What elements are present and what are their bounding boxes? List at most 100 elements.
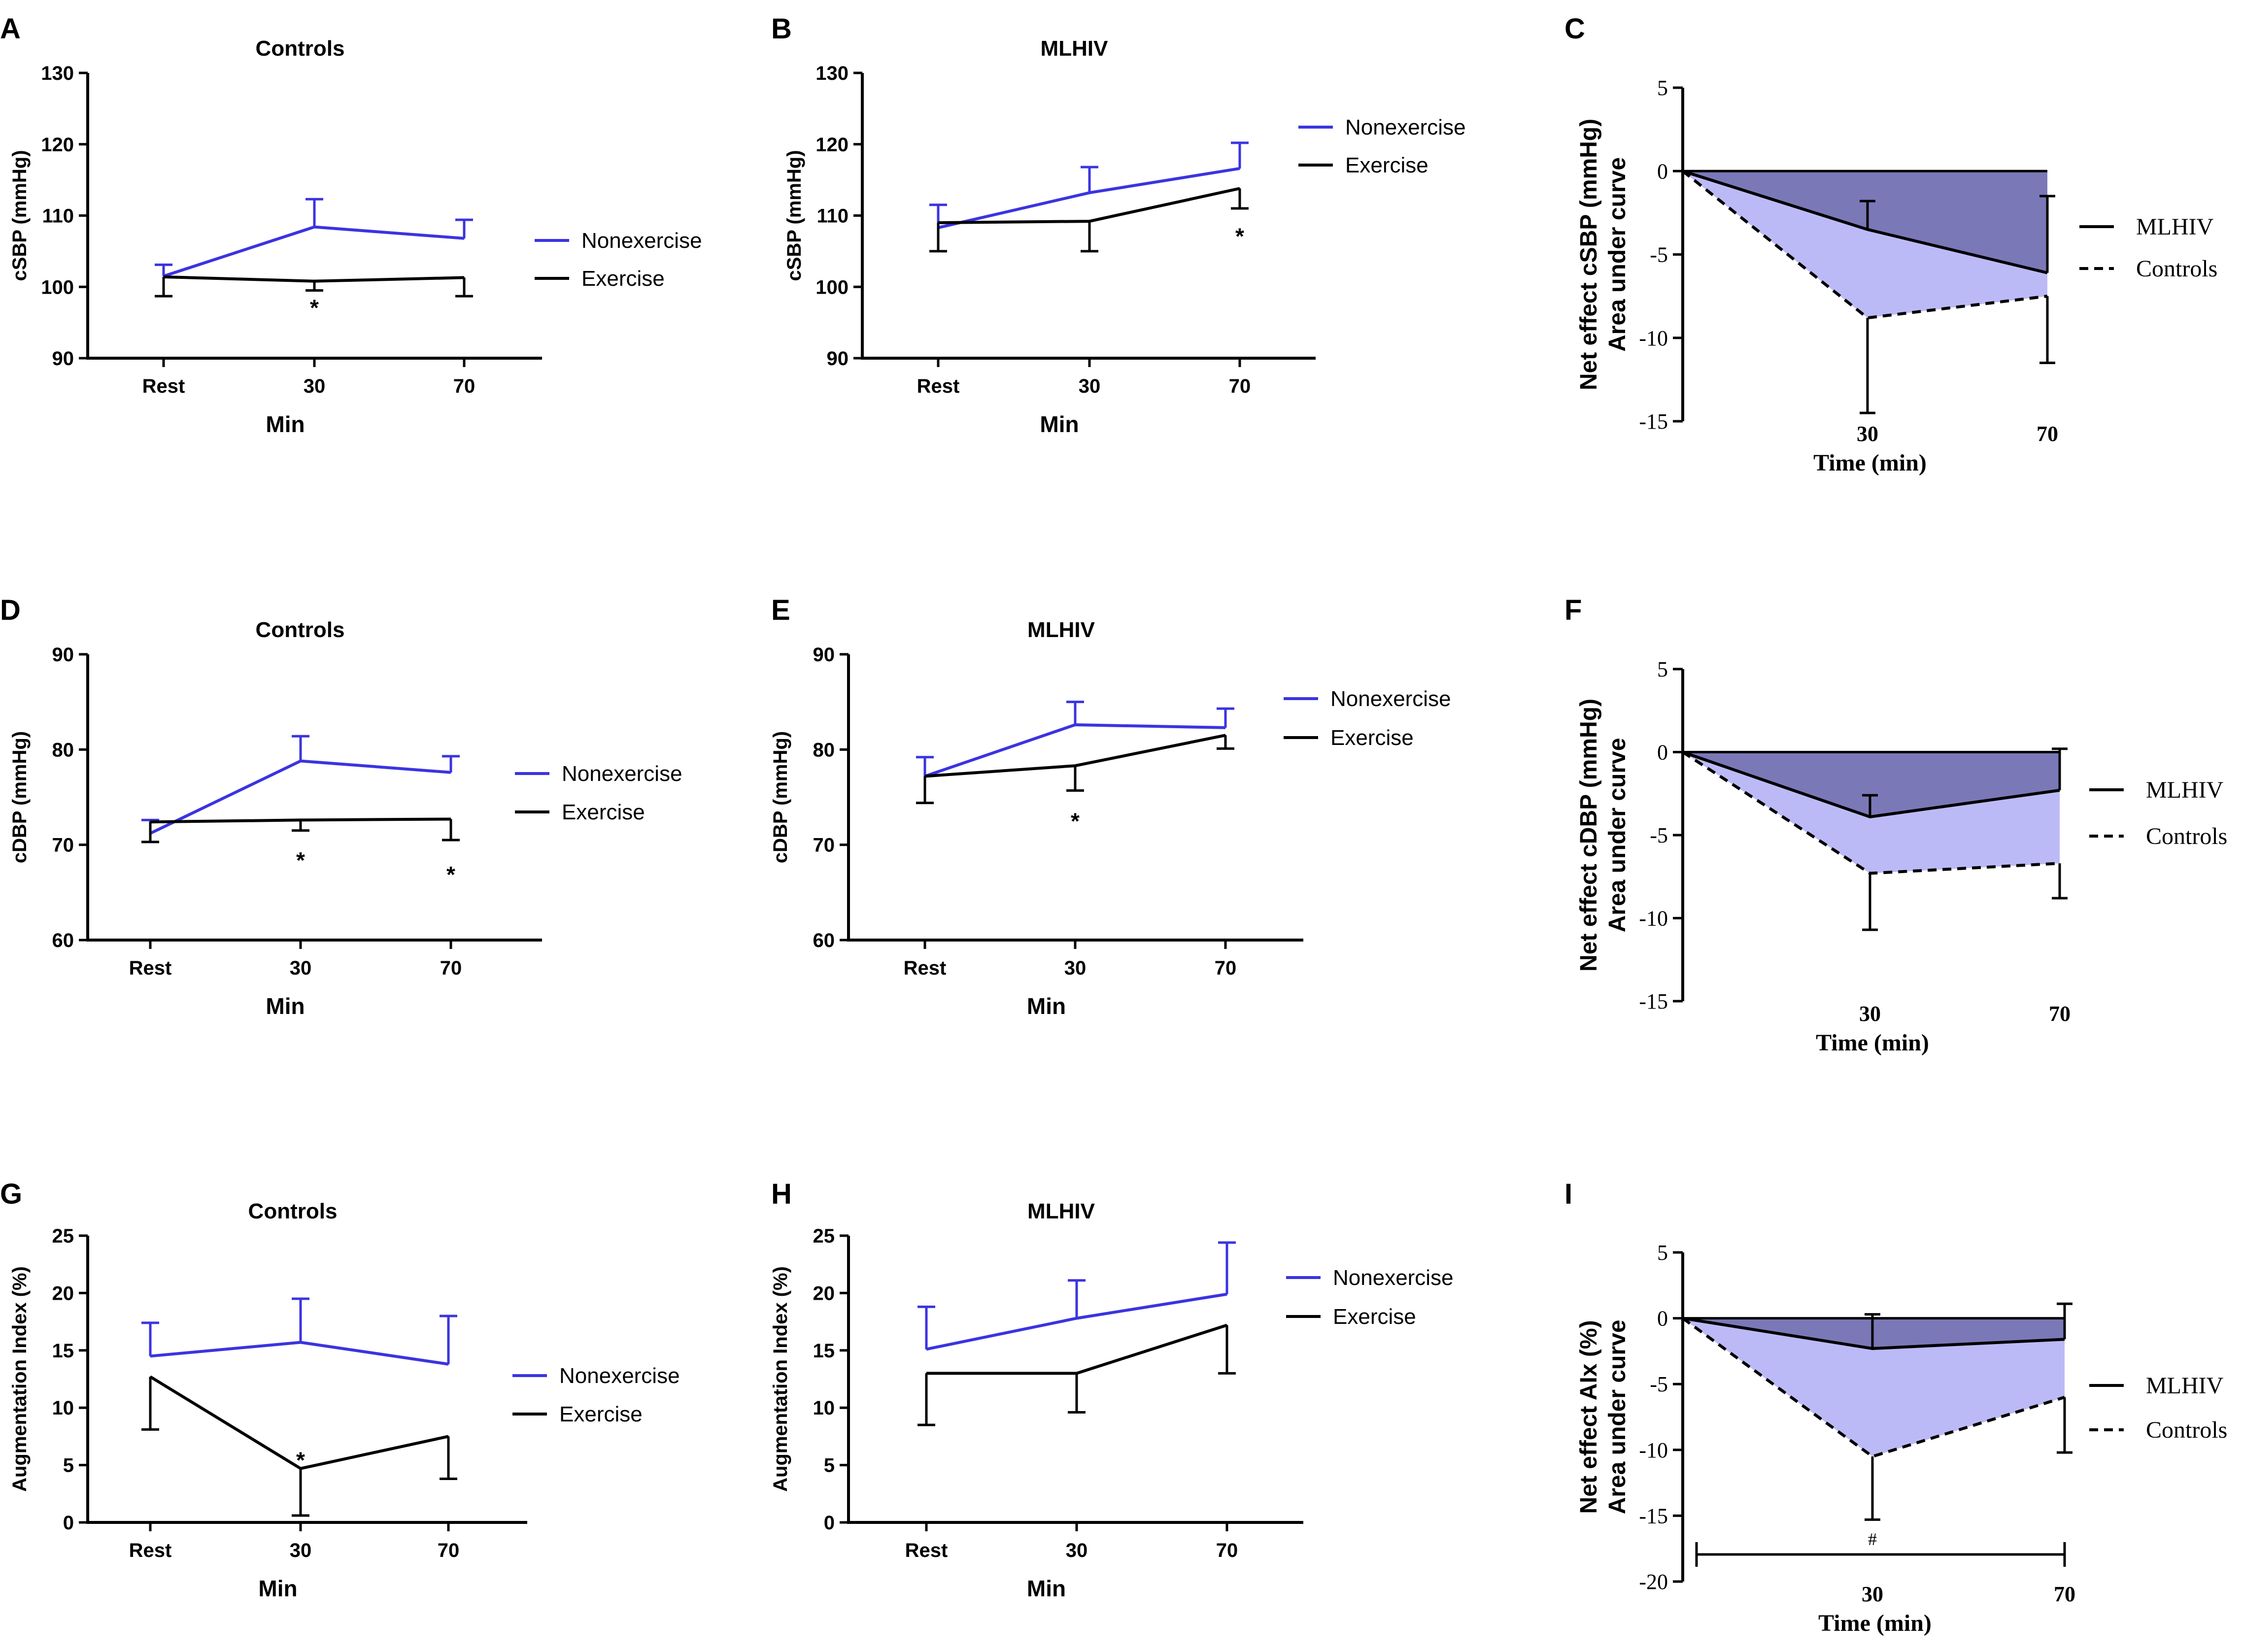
x-tick-label: Rest <box>905 1540 948 1561</box>
data-point <box>448 1363 449 1365</box>
legend-label: Nonexercise <box>1333 1266 1454 1290</box>
y-tick-label: 0 <box>824 1512 835 1534</box>
x-tick-label: 70 <box>440 957 462 979</box>
y-axis-label: Augmentation Index (%) <box>9 1266 31 1492</box>
y-axis-label: Augmentation Index (%) <box>770 1266 791 1492</box>
chart-title: MLHIV <box>1041 36 1109 61</box>
data-point <box>1239 168 1240 169</box>
chart-title: Controls <box>248 1199 338 1223</box>
x-tick-label: 70 <box>2037 422 2058 446</box>
data-point <box>938 222 939 223</box>
x-tick-label: 30 <box>1066 1540 1088 1561</box>
y-tick-label: 15 <box>813 1340 835 1362</box>
data-point <box>450 772 451 773</box>
x-tick-label: 70 <box>1215 957 1237 979</box>
data-point <box>300 1468 301 1469</box>
x-tick-label: 70 <box>453 375 476 397</box>
panel-E: E MLHIV 60 70 80 90 Rest 30 70 Min cDBP (mmHg) * Non… <box>770 594 1451 1019</box>
y-tick-label: 130 <box>815 63 849 84</box>
data-point <box>300 760 301 762</box>
series-line-exercise <box>163 275 465 283</box>
y-tick-label: -10 <box>1639 1438 1668 1462</box>
y-tick-label: 90 <box>52 348 74 370</box>
y-tick-label: -10 <box>1639 907 1668 931</box>
x-axis-label: Min <box>266 993 305 1019</box>
y-tick-label: 70 <box>813 835 835 856</box>
data-point <box>314 280 315 282</box>
legend-label: Exercise <box>1330 726 1414 750</box>
data-point <box>300 819 301 821</box>
panel-H: H MLHIV 0 5 10 15 20 25 Rest 30 70 Min Augmentation … <box>770 1178 1454 1601</box>
y-axis-label-line2: Area under curve <box>1604 738 1631 933</box>
chart-title: Controls <box>256 618 345 642</box>
legend-label: Exercise <box>581 267 665 291</box>
y-tick-label: 110 <box>816 205 849 227</box>
chart-title: MLHIV <box>1027 1199 1095 1223</box>
y-axis-label-line1: Net effect AIx (%) <box>1576 1320 1602 1514</box>
y-tick-label: 80 <box>52 739 74 761</box>
data-point <box>1089 221 1090 222</box>
y-tick-label: 25 <box>52 1225 74 1247</box>
legend-label: Exercise <box>559 1402 643 1426</box>
data-point <box>464 277 465 278</box>
significance-marker: # <box>1868 1529 1877 1549</box>
legend-label: Controls <box>2136 256 2217 282</box>
significance-marker: * <box>1235 224 1244 249</box>
y-tick-label: 10 <box>813 1397 835 1419</box>
x-tick-label: 70 <box>1229 375 1251 397</box>
data-point <box>1075 724 1076 726</box>
x-tick-label: 30 <box>1079 375 1101 397</box>
x-axis-label: Time (min) <box>1818 1610 1932 1636</box>
data-point <box>1239 188 1240 189</box>
x-tick-label: Rest <box>904 957 947 979</box>
x-tick-label: Rest <box>129 1540 172 1561</box>
x-tick-label: 70 <box>438 1540 460 1561</box>
legend-label: Exercise <box>1345 153 1428 177</box>
legend-label: Nonexercise <box>1330 687 1451 711</box>
chart-title: Controls <box>256 36 345 61</box>
panel-C: C 5 0 -5 -10 -15 30 70 Time (min) Net effect cSBP… <box>1564 13 2217 476</box>
y-tick-label: -10 <box>1639 326 1668 350</box>
data-point <box>1075 765 1076 767</box>
x-tick-label: 30 <box>290 1540 312 1561</box>
x-axis-label: Min <box>266 411 305 437</box>
y-axis-label-line1: Net effect cDBP (mmHg) <box>1576 699 1602 972</box>
y-tick-label: 100 <box>41 276 74 298</box>
series-line-nonexercise <box>150 1341 449 1366</box>
data-point <box>1076 1317 1077 1319</box>
panel-letter: B <box>771 13 792 45</box>
panel-letter: A <box>0 13 21 45</box>
y-tick-label: 5 <box>824 1455 835 1477</box>
data-point <box>926 1373 927 1374</box>
y-tick-label: -15 <box>1639 409 1668 434</box>
y-tick-label: 25 <box>813 1225 835 1247</box>
panel-letter: E <box>771 594 790 626</box>
data-point <box>1225 727 1226 728</box>
y-tick-label: 5 <box>1657 1241 1668 1265</box>
y-tick-label: 60 <box>52 930 74 951</box>
y-tick-label: 130 <box>41 63 74 84</box>
y-axis-label: cSBP (mmHg) <box>9 150 31 281</box>
data-point <box>1076 1373 1077 1374</box>
legend-label: Exercise <box>562 800 645 824</box>
y-tick-label: 0 <box>1657 1307 1668 1331</box>
y-tick-label: 60 <box>813 930 835 951</box>
data-point <box>150 821 151 823</box>
x-tick-label: 30 <box>290 957 312 979</box>
x-tick-label: 30 <box>1859 1002 1881 1026</box>
data-point <box>150 1376 151 1378</box>
y-tick-label: 90 <box>52 644 74 666</box>
significance-marker: * <box>1071 809 1080 834</box>
legend-label: Nonexercise <box>559 1364 680 1388</box>
series-line-exercise <box>926 1323 1227 1375</box>
legend-label: MLHIV <box>2146 1373 2224 1399</box>
y-tick-label: 0 <box>1657 741 1668 765</box>
y-tick-label: -5 <box>1650 1372 1668 1396</box>
y-tick-label: -15 <box>1639 989 1668 1013</box>
panel-G: G Controls 0 5 10 15 20 25 Rest 30 70 Min Augmentati… <box>0 1178 680 1601</box>
y-axis-label-line2: Area under curve <box>1604 1320 1631 1515</box>
data-point <box>314 226 315 228</box>
y-axis-label-line2: Area under curve <box>1604 157 1631 352</box>
panel-F: F 5 0 -5 -10 -15 30 70 Time (min) Net effect cDBP… <box>1564 594 2227 1056</box>
legend-label: Nonexercise <box>562 762 682 786</box>
